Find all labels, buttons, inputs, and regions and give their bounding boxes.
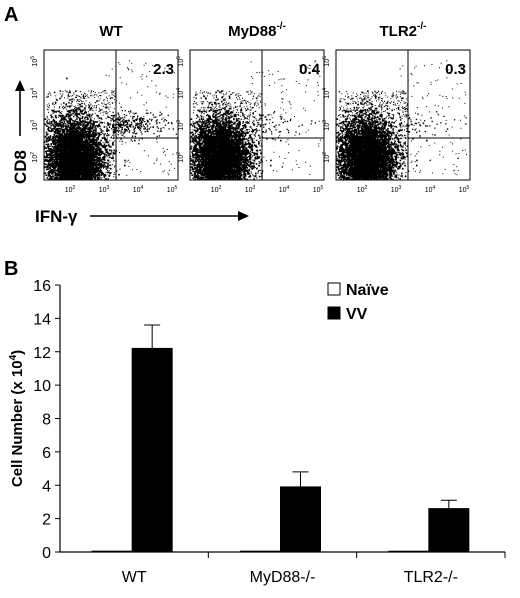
- quadrant-percentage: 2.3: [153, 61, 174, 78]
- x-tick-label: 103: [99, 185, 110, 194]
- x-tick-label: 102: [211, 185, 222, 194]
- y-tick-label: 103: [30, 120, 39, 131]
- legend-label: Naïve: [346, 282, 389, 299]
- y-tick-label: 103: [322, 120, 331, 131]
- legend-label: VV: [346, 306, 368, 323]
- y-tick-label: 2: [42, 512, 51, 529]
- flow-plot: TLR2-/- 0.3 102 102 103 103 104 104 105 105: [322, 21, 471, 194]
- x-tick-label: TLR2-/-: [404, 569, 458, 586]
- bar-na-ve-1: [240, 550, 281, 553]
- flow-plots: WT 2.3 102 102 103 103 104 104 105 105 MyD88-/- 0.4…: [30, 21, 471, 194]
- flow-plot-dots: [190, 60, 321, 180]
- legend-swatch: [327, 306, 341, 320]
- bar-na-ve-0: [91, 550, 133, 553]
- quadrant-percentage: 0.4: [299, 61, 321, 78]
- y-tick-label: 104: [322, 88, 331, 99]
- y-tick-label: 0: [42, 545, 51, 562]
- y-tick-label: 6: [42, 445, 51, 462]
- y-tick-label: 12: [33, 345, 51, 362]
- bar-vv-0: [131, 347, 173, 553]
- flow-plot: WT 2.3 102 102 103 103 104 104 105 105: [30, 23, 179, 194]
- bar-vv-2: [428, 508, 470, 553]
- y-tick-label: 105: [322, 56, 331, 67]
- x-tick-label: 105: [313, 185, 324, 194]
- x-tick-label: 104: [133, 185, 144, 194]
- x-tick-label: 104: [425, 185, 436, 194]
- y-tick-label: 102: [30, 152, 39, 163]
- flow-plot-title: WT: [99, 23, 122, 40]
- y-tick-label: 16: [33, 278, 51, 295]
- y-tick-label: 8: [42, 412, 51, 429]
- x-tick-label: 102: [357, 185, 368, 194]
- flow-plot-title: TLR2-/-: [380, 21, 427, 40]
- bar-chart: 0 2 4 6 8 10 12 14 16 Cell Number (x 104) WT MyD88-…: [8, 278, 506, 586]
- flow-plot-dots: [44, 60, 178, 180]
- x-tick-label: 103: [391, 185, 402, 194]
- y-tick-label: 10: [33, 378, 51, 395]
- y-axis-label: Cell Number (x 104): [8, 350, 26, 487]
- y-tick-label: 104: [176, 88, 185, 99]
- cd8-arrow-head: [15, 80, 25, 91]
- panel-a-label: A: [4, 4, 18, 26]
- x-tick-label: 102: [65, 185, 76, 194]
- legend-swatch: [327, 282, 341, 296]
- flow-plot-frame: [189, 49, 325, 181]
- flow-plot-events: [190, 60, 321, 180]
- x-tick-label: 105: [167, 185, 178, 194]
- ifn-axis-label: IFN-γ: [35, 207, 78, 226]
- y-tick-label: 105: [30, 56, 39, 67]
- quadrant-percentage: 0.3: [445, 61, 466, 78]
- x-tick-label: WT: [122, 569, 147, 586]
- x-tick-label: 103: [245, 185, 256, 194]
- x-tick-label: MyD88-/-: [250, 569, 316, 586]
- flow-plot: MyD88-/- 0.4 102 102 103 103 104 104 105 105: [176, 21, 325, 194]
- flow-plot-dots: [336, 60, 467, 180]
- bar-na-ve-2: [388, 550, 430, 553]
- flow-plot-frame: [335, 49, 471, 181]
- y-tick-label: 102: [176, 152, 185, 163]
- y-tick-label: 104: [30, 88, 39, 99]
- cd8-axis-label: CD8: [11, 150, 30, 184]
- y-tick-label: 105: [176, 56, 185, 67]
- flow-plot-events: [336, 60, 467, 180]
- panel-b-label: B: [4, 258, 18, 280]
- y-tick-label: 14: [33, 311, 51, 328]
- flow-plot-frame: [43, 49, 179, 181]
- y-tick-label: 4: [42, 478, 51, 495]
- x-tick-label: 104: [279, 185, 290, 194]
- flow-plot-title: MyD88-/-: [228, 21, 286, 40]
- x-tick-label: 105: [459, 185, 470, 194]
- flow-plot-events: [44, 60, 178, 180]
- bar-vv-1: [280, 486, 321, 553]
- y-tick-label: 103: [176, 120, 185, 131]
- y-tick-label: 102: [322, 152, 331, 163]
- ifn-arrow-head: [238, 211, 249, 221]
